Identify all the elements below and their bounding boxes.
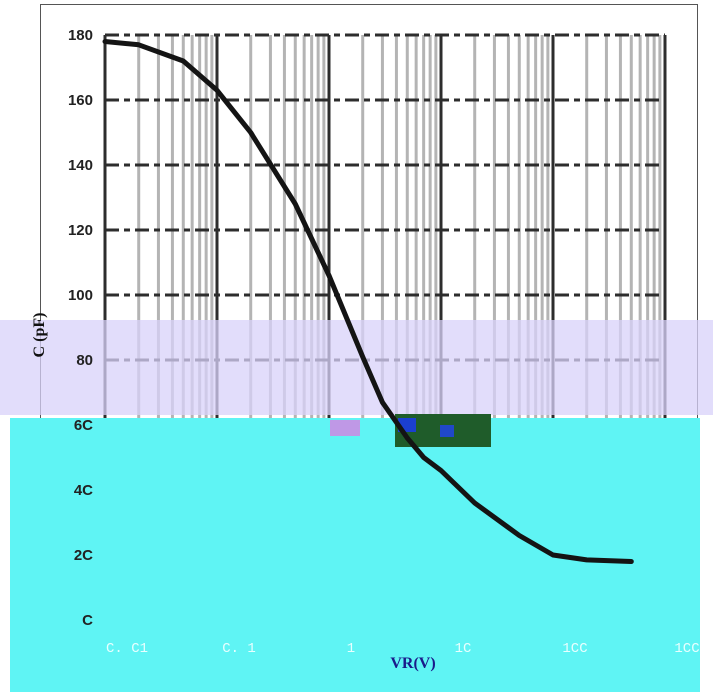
x-tick-label: 1CC [674,641,699,657]
y-tick-label: 80 [76,352,93,369]
capacitance-curve [102,39,634,564]
artifact-overlays [0,320,713,692]
x-tick-label: C. C1 [106,641,148,657]
series-layer [102,39,634,564]
artifact-block-blue [440,425,454,437]
x-tick-label: 1CC [562,641,587,657]
y-tick-label: 160 [68,92,93,109]
x-tick-label: 1 [347,641,355,657]
y-tick-label: 6C [74,417,93,434]
x-axis-label: VR(V) [390,655,435,672]
y-tick-label: 120 [68,222,93,239]
y-tick-label: C [82,612,93,629]
y-axis-label: C (pF) [31,313,48,358]
tick-labels: C 2C 4C 6C 80 100 120 140 160 180 C. C1 C. 1 1 1C 1CC 1… [68,27,700,657]
x-tick-label: C. 1 [222,641,256,657]
lavender-band [0,320,713,415]
x-tick-label: 1C [455,641,472,657]
y-tick-label: 100 [68,287,93,304]
y-tick-label: 4C [74,482,93,499]
cyan-band [10,418,700,692]
y-tick-label: 140 [68,157,93,174]
y-tick-label: 180 [68,27,93,44]
y-tick-label: 2C [74,547,93,564]
artifact-block-pink [330,420,360,436]
